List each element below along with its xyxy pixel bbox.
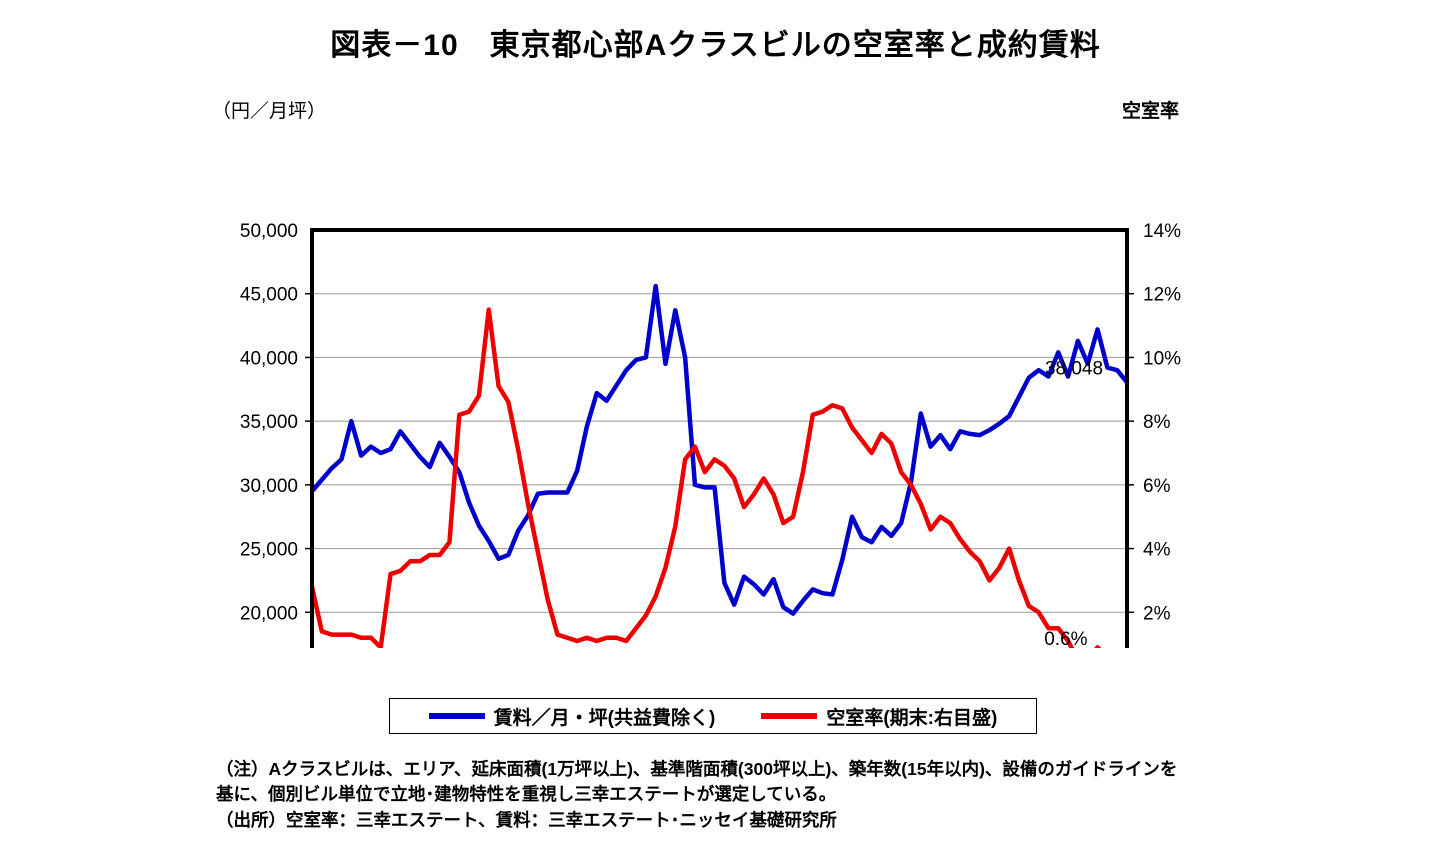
footnote-line-2: 基に、個別ビル単位で立地･建物特性を重視し三幸エステートが選定している。 bbox=[216, 784, 837, 805]
vacancy-value-annotation: 0.6% bbox=[1044, 629, 1087, 648]
right-tick-label: 12% bbox=[1143, 285, 1181, 306]
line-chart: 15,00020,00025,00030,00035,00040,00045,0… bbox=[240, 221, 1181, 648]
legend-swatch-vacancy bbox=[761, 713, 818, 719]
left-tick-label: 25,000 bbox=[240, 540, 298, 561]
vacancy-line bbox=[309, 307, 1102, 648]
plot-frame bbox=[310, 228, 1129, 648]
chart-container: 15,00020,00025,00030,00035,00040,00045,0… bbox=[0, 88, 1431, 648]
left-tick-label: 50,000 bbox=[240, 221, 298, 242]
left-tick-label: 35,000 bbox=[240, 412, 298, 433]
data-annotations: 38,048 0.6% bbox=[1044, 358, 1103, 648]
right-tick-label: 4% bbox=[1143, 540, 1171, 561]
series-lines bbox=[309, 283, 1130, 648]
rent-value-annotation: 38,048 bbox=[1045, 358, 1103, 379]
footnotes: （注）Aクラスビルは、エリア、延床面積(1万坪以上)、基準階面積(300坪以上)… bbox=[216, 757, 1216, 833]
right-tick-label: 2% bbox=[1143, 603, 1171, 624]
left-axis-ticks: 15,00020,00025,00030,00035,00040,00045,0… bbox=[240, 221, 312, 624]
left-axis-unit-label: （円／月坪） bbox=[212, 101, 327, 122]
footnote-line-3: （出所）空室率：三幸エステート、賃料：三幸エステート･ニッセイ基礎研究所 bbox=[216, 809, 837, 830]
legend-item-rent: 賃料／月・坪(共益費除く) bbox=[428, 703, 716, 730]
right-axis-unit-label: 空室率 bbox=[1122, 101, 1180, 122]
left-tick-label: 40,000 bbox=[240, 348, 298, 369]
legend-swatch-rent bbox=[428, 713, 485, 719]
rent-line bbox=[309, 283, 1130, 616]
right-axis-ticks: 0%2%4%6%8%10%12%14% bbox=[1127, 221, 1181, 624]
gridlines bbox=[312, 293, 1127, 613]
legend-item-vacancy: 空室率(期末:右目盛) bbox=[761, 703, 997, 730]
left-tick-label: 20,000 bbox=[240, 603, 298, 624]
right-tick-label: 14% bbox=[1143, 221, 1181, 242]
legend-label-rent: 賃料／月・坪(共益費除く) bbox=[493, 707, 716, 729]
legend-label-vacancy: 空室率(期末:右目盛) bbox=[826, 707, 998, 729]
right-tick-label: 10% bbox=[1143, 348, 1181, 369]
left-tick-label: 30,000 bbox=[240, 476, 298, 497]
chart-legend: 賃料／月・坪(共益費除く) 空室率(期末:右目盛) bbox=[389, 698, 1037, 734]
right-tick-label: 8% bbox=[1143, 412, 1171, 433]
left-tick-label: 45,000 bbox=[240, 285, 298, 306]
right-tick-label: 6% bbox=[1143, 476, 1171, 497]
footnote-line-1: （注）Aクラスビルは、エリア、延床面積(1万坪以上)、基準階面積(300坪以上)… bbox=[216, 759, 1178, 779]
page-title: 図表－10 東京都心部Aクラスビルの空室率と成約賃料 bbox=[330, 29, 1101, 62]
